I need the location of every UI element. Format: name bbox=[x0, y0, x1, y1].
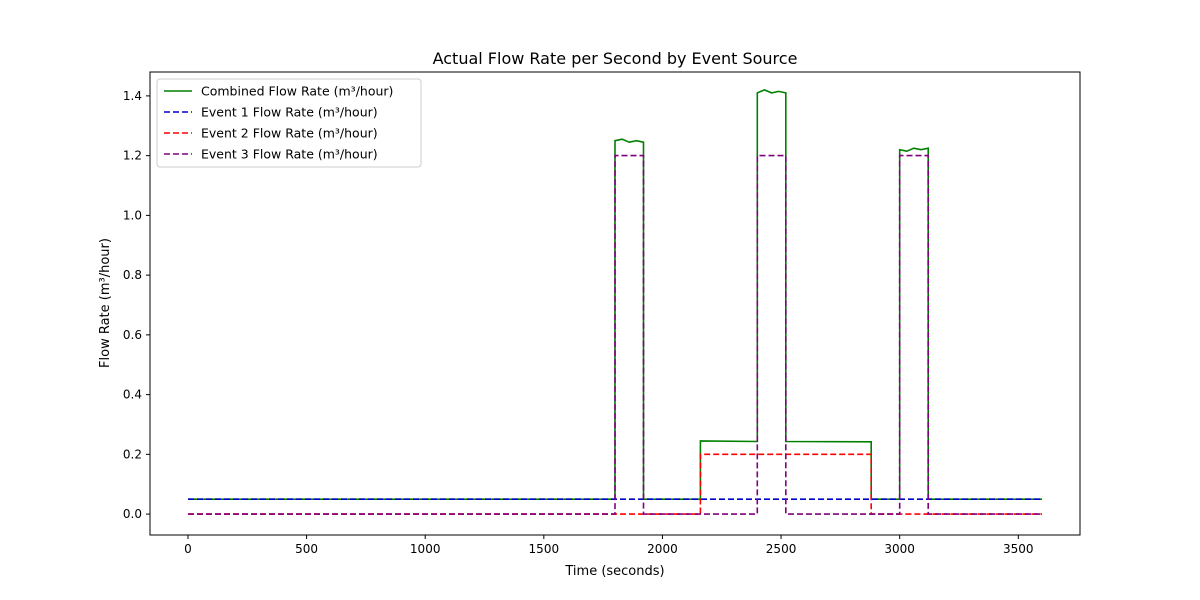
x-tick-label: 500 bbox=[295, 542, 318, 556]
series-layer bbox=[188, 89, 1042, 515]
x-tick-label: 2500 bbox=[766, 542, 797, 556]
x-tick-label: 0 bbox=[184, 542, 192, 556]
chart-title: Actual Flow Rate per Second by Event Sou… bbox=[433, 49, 798, 68]
y-tick-label: 0.2 bbox=[123, 447, 142, 461]
legend-label-1: Combined Flow Rate (m³/hour) bbox=[201, 84, 393, 99]
y-axis-label: Flow Rate (m³/hour) bbox=[98, 238, 113, 368]
y-tick-label: 0.4 bbox=[123, 388, 142, 402]
legend-box bbox=[156, 78, 422, 168]
plot-frame bbox=[149, 71, 1081, 536]
x-tick-label: 1500 bbox=[529, 542, 560, 556]
y-tick-label: 0.8 bbox=[123, 268, 142, 282]
legend-label-3: Event 2 Flow Rate (m³/hour) bbox=[201, 126, 378, 141]
x-tick-label: 3000 bbox=[884, 542, 915, 556]
series-line-4 bbox=[188, 154, 1042, 515]
x-axis: 0 500 1000 1500 2000 2500 3000 3500 bbox=[184, 535, 1034, 556]
legend: Combined Flow Rate (m³/hour) Event 1 Flow… bbox=[156, 78, 422, 168]
series-line-1 bbox=[188, 89, 1042, 501]
y-axis: 0.0 0.2 0.4 0.6 0.8 1.0 1.2 1.4 bbox=[123, 89, 150, 521]
x-tick-label: 2000 bbox=[647, 542, 678, 556]
legend-label-2: Event 1 Flow Rate (m³/hour) bbox=[201, 105, 378, 120]
y-tick-label: 1.4 bbox=[123, 89, 142, 103]
x-axis-label: Time (seconds) bbox=[564, 564, 664, 579]
y-tick-label: 1.0 bbox=[123, 208, 142, 222]
x-tick-label: 1000 bbox=[410, 542, 441, 556]
y-tick-label: 0.0 bbox=[123, 507, 142, 521]
x-tick-label: 3500 bbox=[1003, 542, 1034, 556]
y-tick-label: 1.2 bbox=[123, 149, 142, 163]
y-tick-label: 0.6 bbox=[123, 328, 142, 342]
legend-label-4: Event 3 Flow Rate (m³/hour) bbox=[201, 147, 378, 162]
